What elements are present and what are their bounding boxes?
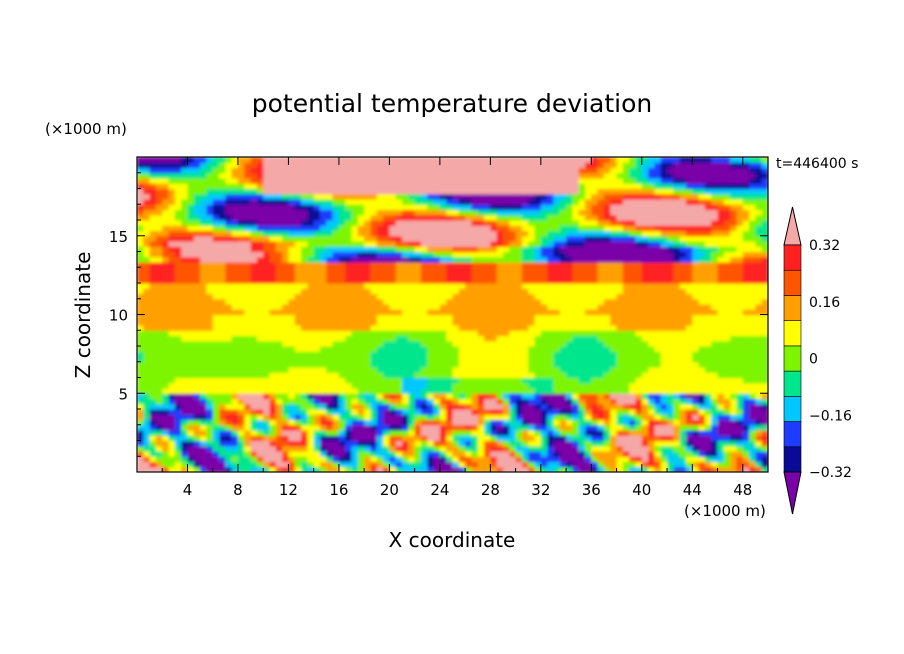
colorbar-tick-label: −0.16 bbox=[809, 408, 852, 424]
y-tick-label: 10 bbox=[109, 307, 128, 325]
colorbar-band bbox=[783, 396, 802, 422]
colorbar-top-triangle bbox=[783, 206, 802, 246]
x-tick-label: 24 bbox=[430, 481, 449, 499]
colorbar-bottom-triangle bbox=[783, 471, 802, 515]
colorbar-band bbox=[783, 421, 802, 448]
x-tick-label: 48 bbox=[733, 481, 752, 499]
contour-cells bbox=[137, 157, 768, 472]
x-tick-label: 28 bbox=[481, 481, 500, 499]
y-tick-label: 5 bbox=[118, 385, 128, 403]
colorbar-tick-label: 0 bbox=[809, 352, 818, 368]
x-tick-label: 4 bbox=[183, 481, 193, 499]
colorbar-band bbox=[783, 345, 802, 372]
y-tick-label: 15 bbox=[109, 228, 128, 246]
time-label: t=446400 s bbox=[776, 156, 858, 172]
x-axis: 4 8 12 16 20 24 28 32 36 40 44 48 bbox=[161, 157, 752, 499]
colorbar-band bbox=[783, 320, 802, 347]
contour-field bbox=[137, 157, 768, 472]
x-tick-label: 44 bbox=[683, 481, 702, 499]
x-tick-label: 36 bbox=[582, 481, 601, 499]
x-tick-label: 8 bbox=[233, 481, 243, 499]
x-tick-label: 16 bbox=[329, 481, 348, 499]
colorbar-tick-label: 0.16 bbox=[809, 295, 840, 311]
x-axis-title: X coordinate bbox=[389, 528, 516, 552]
colorbar-band bbox=[783, 295, 802, 321]
colorbar-band bbox=[783, 370, 802, 397]
colorbar-band bbox=[783, 446, 802, 473]
x-tick-label: 12 bbox=[279, 481, 298, 499]
colorbar-tick-label: −0.32 bbox=[809, 465, 852, 481]
x-unit-label: (×1000 m) bbox=[684, 502, 766, 520]
colorbar-band bbox=[783, 244, 802, 271]
x-tick-label: 40 bbox=[632, 481, 651, 499]
colorbar-band bbox=[783, 269, 802, 296]
x-tick-label: 32 bbox=[531, 481, 550, 499]
colorbar: 0.32 0.16 0 −0.16 −0.32 bbox=[783, 206, 852, 515]
chart-title: potential temperature deviation bbox=[252, 89, 652, 118]
y-axis-title: Z coordinate bbox=[71, 252, 95, 379]
colorbar-tick-label: 0.32 bbox=[809, 238, 840, 254]
x-tick-label: 20 bbox=[380, 481, 399, 499]
y-unit-label: (×1000 m) bbox=[45, 120, 127, 138]
y-axis: 5 10 15 bbox=[109, 172, 768, 457]
